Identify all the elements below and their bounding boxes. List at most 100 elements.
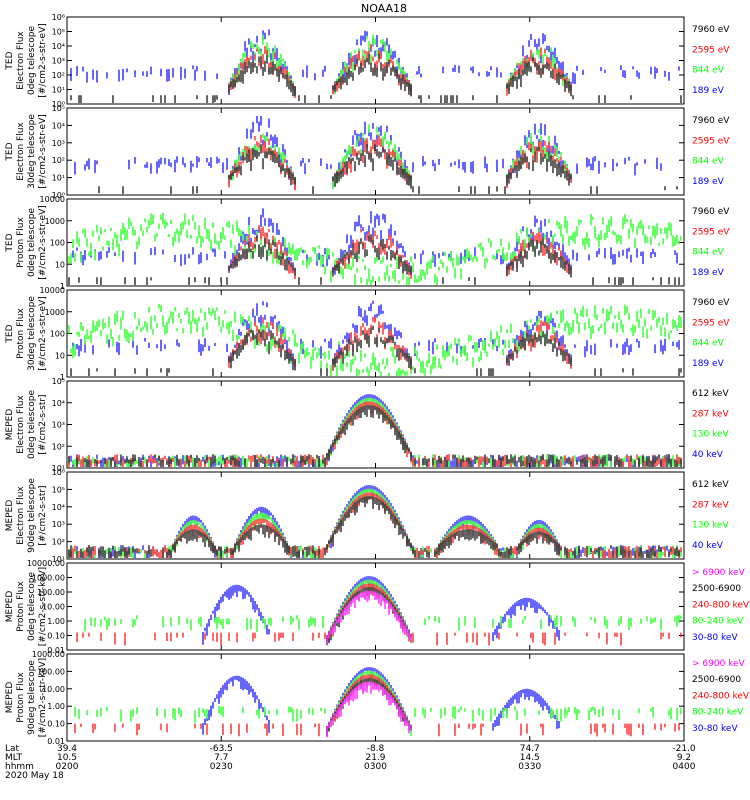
data-traces xyxy=(68,394,682,467)
y-tick-label: 10² xyxy=(52,156,65,165)
y-tick-label: 1000 xyxy=(45,308,65,317)
y-tick-label: 10⁶ xyxy=(52,468,65,477)
series-black xyxy=(70,53,682,103)
legend-entry: 130 keV xyxy=(692,521,729,531)
panel-5: 10¹ 10² 10³ 10⁴ 10⁵ MEPED Electron Flux 0deg te… xyxy=(5,377,729,473)
legend-entry: 80-240 keV xyxy=(692,708,744,718)
legend-entry: 287 keV xyxy=(692,409,729,419)
y-tick-label: 10³ xyxy=(52,139,65,148)
y-tick-label: 100 xyxy=(50,239,65,248)
legend-entry: 2595 eV xyxy=(692,227,730,237)
panel-frame xyxy=(66,16,685,105)
y-tick-label: 10000.00 xyxy=(27,559,65,568)
legend-entry: 2595 eV xyxy=(692,45,730,55)
footer-hhmm-value: 0400 xyxy=(673,762,696,772)
series-green xyxy=(68,212,682,285)
y-tick-label: 10¹ xyxy=(52,555,65,564)
series-magenta xyxy=(326,681,412,738)
y-tick-label: 10000 xyxy=(40,286,65,295)
y-tick-label: 10¹ xyxy=(52,464,65,473)
y-tick-label: 10 xyxy=(55,260,65,269)
y-tick-label: 10⁵ xyxy=(52,377,65,386)
series-blue xyxy=(74,115,662,190)
y-tick-label: 10⁴ xyxy=(52,399,65,408)
y-tick-label: 10⁵ xyxy=(52,485,65,494)
panel-8: 0.01 0.10 1.00 10.00 100.00 1000.00 MEPED Proto… xyxy=(5,650,750,746)
series-red xyxy=(228,225,572,280)
y-axis-label: Proton Flux xyxy=(16,581,26,632)
data-traces xyxy=(76,576,682,646)
data-traces xyxy=(70,29,682,103)
y-tick-label: 10⁵ xyxy=(52,28,65,37)
legend-entry: 612 keV xyxy=(692,389,729,399)
footer-label-hhmm: hhmm xyxy=(5,762,34,772)
y-tick-label: 10⁴ xyxy=(52,42,65,51)
legend-entry: 7960 eV xyxy=(692,116,730,126)
y-axis-label: 0deg telescope xyxy=(27,390,37,460)
y-axis-label: MEPED xyxy=(5,591,15,623)
y-tick-label: 10⁴ xyxy=(52,503,65,512)
legend-entry: 844 eV xyxy=(692,339,725,349)
legend-entry: 612 keV xyxy=(692,480,729,490)
y-tick-label: 1.00 xyxy=(47,617,65,626)
footer-lat-value: 74.7 xyxy=(520,744,540,754)
series-blue xyxy=(72,208,678,275)
series-green xyxy=(228,34,572,97)
footer-hhmm-value: 0300 xyxy=(364,762,387,772)
y-axis-label: TED xyxy=(5,233,15,252)
panel-3: 1 10 100 1000 10000 TED Proton Flux 0deg telesc… xyxy=(5,195,730,291)
legend-entry: 240-800 keV xyxy=(692,691,750,701)
legend-entry: 30-80 keV xyxy=(692,724,738,734)
y-tick-label: 10.00 xyxy=(42,685,65,694)
legend-entry: 2500-6900 xyxy=(692,675,741,685)
y-tick-label: 10³ xyxy=(52,57,65,66)
y-axis-label: Electron Flux xyxy=(16,122,26,181)
data-traces xyxy=(68,300,682,376)
legend-entry: 2595 eV xyxy=(692,318,730,328)
legend-entry: 189 eV xyxy=(692,86,725,96)
y-tick-label: 10000 xyxy=(40,195,65,204)
series-green xyxy=(228,124,572,190)
y-axis-label: TED xyxy=(5,51,15,70)
footer-lat-value: -21.0 xyxy=(672,744,696,754)
y-axis-label: [#/cm2-s-str-keV] xyxy=(38,567,48,646)
series-red xyxy=(228,134,572,191)
footer-label-mlt: MLT xyxy=(5,753,23,763)
y-axis-label: 0deg telescope xyxy=(27,208,37,278)
y-tick-label: 1000 xyxy=(45,217,65,226)
series-red xyxy=(228,316,572,371)
legend-entry: 240-800 keV xyxy=(692,600,750,610)
series-blue xyxy=(72,300,680,370)
y-axis-label: TED xyxy=(5,324,15,343)
y-axis-label: 90deg telescope xyxy=(27,478,37,553)
data-traces xyxy=(68,485,682,558)
y-axis-label: [#/cm2-s-str-eV] xyxy=(38,205,48,280)
y-axis-label: MEPED xyxy=(5,409,15,441)
y-tick-label: 10² xyxy=(52,71,65,80)
legend-entry: 287 keV xyxy=(692,500,729,510)
y-axis-label: [#/cm2-s-str-eV] xyxy=(38,23,48,98)
footer-mlt-value: 21.9 xyxy=(365,753,385,763)
footer-mlt-value: 9.2 xyxy=(677,753,691,763)
legend-entry: 7960 eV xyxy=(692,207,730,217)
footer-hhmm-value: 0230 xyxy=(210,762,233,772)
y-tick-label: 10¹ xyxy=(52,86,65,95)
legend-entry: 7960 eV xyxy=(692,298,730,308)
legend-entry: 30-80 keV xyxy=(692,633,738,643)
legend-entry: 844 eV xyxy=(692,248,725,258)
y-tick-label: 10³ xyxy=(52,520,65,529)
footer-hhmm-value: 0200 xyxy=(56,762,79,772)
y-tick-label: 10⁴ xyxy=(52,121,65,130)
legend-entry: 189 eV xyxy=(692,359,725,369)
legend-entry: > 6900 keV xyxy=(692,659,746,669)
y-tick-label: 1 xyxy=(60,282,65,291)
legend-entry: 130 keV xyxy=(692,430,729,440)
y-axis-label: MEPED xyxy=(5,682,15,714)
y-axis-label: MEPED xyxy=(5,500,15,532)
panel-frame xyxy=(66,380,685,469)
series-black xyxy=(326,678,412,733)
y-tick-label: 100.00 xyxy=(37,667,65,676)
series-magenta xyxy=(326,590,412,645)
